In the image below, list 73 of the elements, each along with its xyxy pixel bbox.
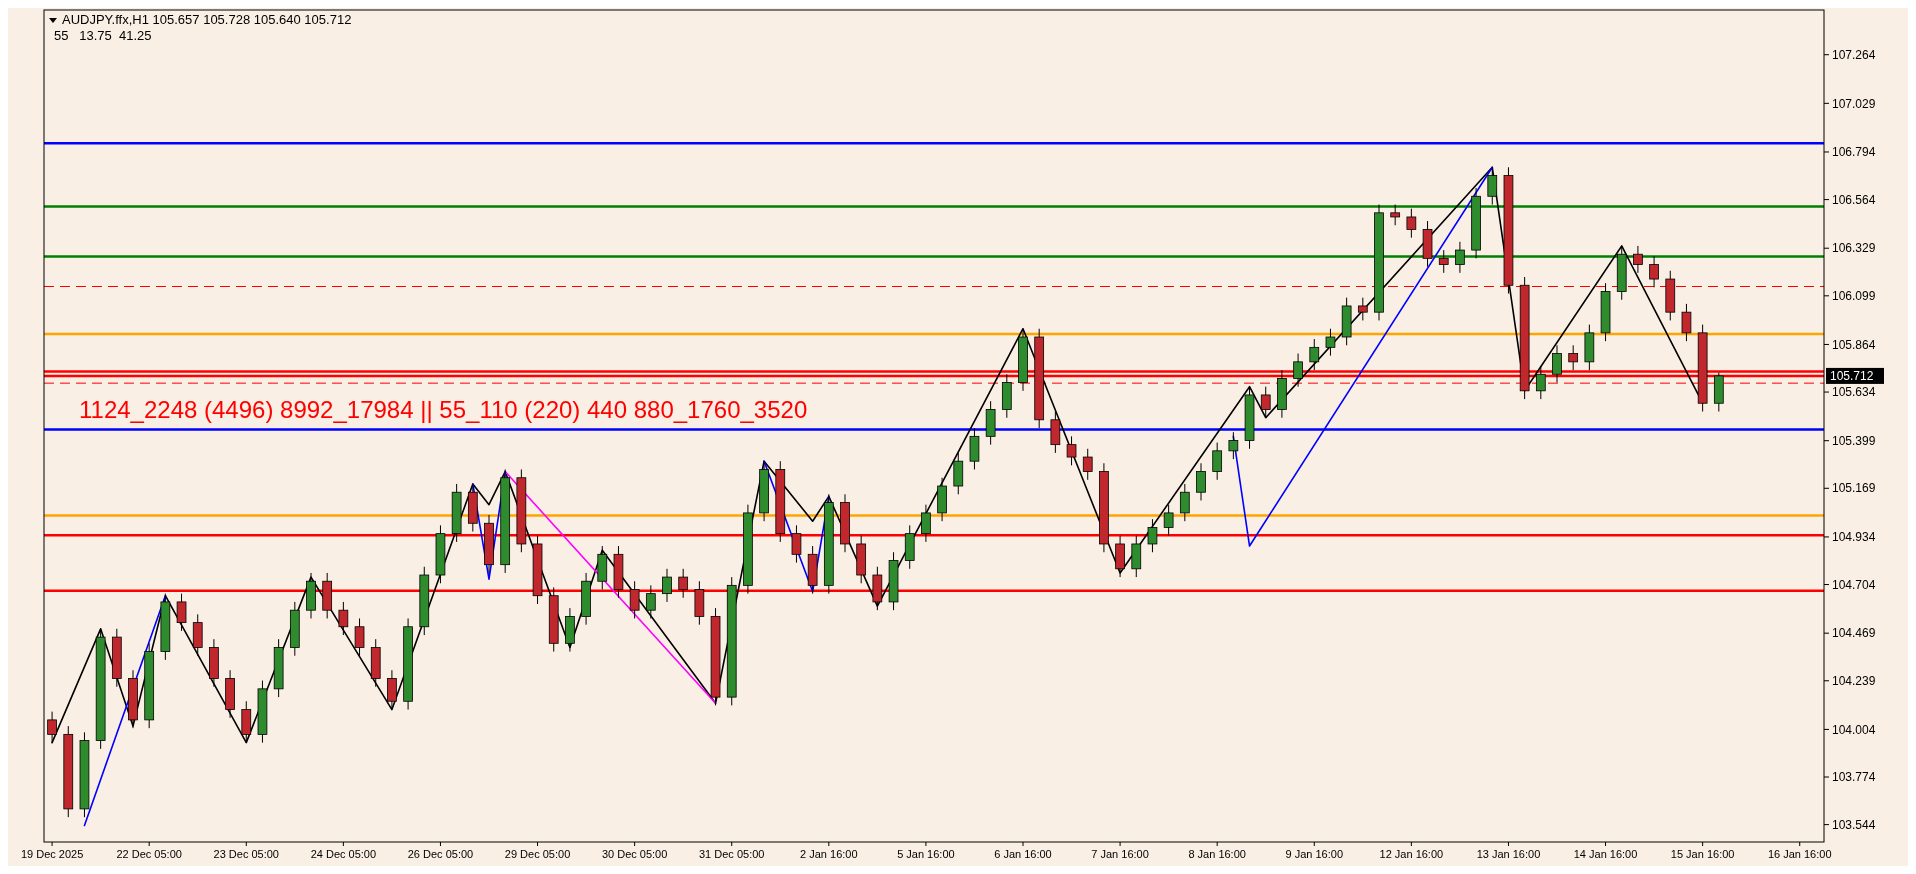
x-tick-label: 12 Jan 16:00 (1379, 848, 1444, 860)
candlestick (1228, 431, 1239, 460)
y-tick-label: 103.544 (1832, 817, 1876, 832)
x-tick-label: 16 Jan 16:00 (1767, 848, 1832, 860)
candlestick (1179, 483, 1190, 522)
candlestick (678, 568, 689, 599)
x-tick-label: 30 Dec 05:00 (601, 848, 668, 860)
candlestick (662, 568, 672, 603)
candlestick (1082, 448, 1093, 481)
x-tick-label: 13 Jan 16:00 (1476, 848, 1541, 860)
x-tick-label: 19 Dec 2025 (20, 848, 84, 860)
y-tick-label: 106.329 (1832, 241, 1876, 256)
y-tick-label: 105.634 (1832, 385, 1876, 400)
candlestick (338, 601, 349, 636)
y-tick-label: 104.004 (1832, 722, 1876, 737)
x-tick-label: 14 Jan 16:00 (1573, 848, 1638, 860)
candlestick (645, 584, 656, 619)
candlestick (1147, 518, 1158, 553)
candlestick (629, 580, 640, 619)
candlestick (1293, 353, 1303, 388)
y-tick-label: 103.774 (1832, 770, 1876, 785)
y-tick-label: 107.029 (1832, 96, 1876, 111)
annotation: 1124_2248 (4496) 8992_17984 || 55_110 (220) 440 880_1760_3520 (79, 395, 808, 423)
candlestick (1357, 297, 1368, 321)
candlestick (1649, 255, 1659, 288)
x-tick-label: 22 Dec 05:00 (116, 848, 182, 860)
candlestick (1163, 504, 1174, 537)
ref-line-label: 105.712 (1830, 369, 1874, 384)
y-tick-label: 107.264 (1832, 47, 1876, 62)
x-tick-label: 26 Dec 05:00 (407, 848, 474, 860)
x-tick-label: 5 Jan 16:00 (897, 848, 955, 860)
x-tick-label: 31 Dec 05:00 (699, 848, 765, 860)
candlestick (1325, 328, 1336, 357)
x-tick-label: 24 Dec 05:00 (310, 848, 377, 860)
candlestick (1568, 344, 1579, 371)
y-tick-label: 106.099 (1832, 289, 1876, 304)
candlestick (176, 593, 187, 632)
candlestick (1633, 245, 1643, 274)
candlestick (791, 524, 802, 564)
y-tick-label: 106.794 (1832, 145, 1876, 160)
y-tick-label: 104.934 (1832, 530, 1876, 545)
candlestick (1455, 241, 1465, 274)
candlestick (387, 669, 397, 711)
candlestick (354, 617, 365, 657)
candlestick (1406, 208, 1417, 239)
x-tick-label: 6 Jan 16:00 (994, 848, 1052, 860)
candlestick (1681, 303, 1692, 342)
x-tick-label: 15 Jan 16:00 (1670, 848, 1735, 860)
candlestick (1552, 344, 1562, 384)
candlestick (1535, 365, 1546, 400)
chart-title: AUDJPY.ffx,H1 105.657 105.728 105.640 105.712 (62, 12, 352, 27)
candlestick (1260, 386, 1271, 419)
y-tick-label: 105.169 (1832, 481, 1876, 496)
y-tick-label: 105.399 (1832, 433, 1876, 448)
y-tick-label: 104.239 (1832, 673, 1876, 688)
x-tick-label: 29 Dec 05:00 (504, 848, 571, 860)
candlestick (1390, 204, 1401, 226)
y-tick-label: 104.704 (1832, 577, 1876, 592)
candlestick (921, 504, 931, 543)
candlestick (1438, 249, 1449, 274)
candlestick (1309, 338, 1320, 371)
x-tick-label: 8 Jan 16:00 (1188, 848, 1246, 860)
text: 55 13.75 41.25 (54, 28, 152, 43)
candlestick (1066, 435, 1077, 466)
candlestick (1196, 462, 1206, 502)
x-tick-label: 2 Jan 16:00 (800, 848, 858, 860)
y-tick-label: 104.469 (1832, 626, 1876, 641)
x-tick-label: 9 Jan 16:00 (1285, 848, 1344, 860)
x-tick-label: 7 Jan 16:00 (1091, 848, 1149, 860)
candlestick (1212, 442, 1223, 481)
y-tick-label: 105.864 (1832, 337, 1876, 352)
y-tick-label: 106.564 (1832, 192, 1876, 207)
x-tick-label: 23 Dec 05:00 (213, 848, 279, 860)
